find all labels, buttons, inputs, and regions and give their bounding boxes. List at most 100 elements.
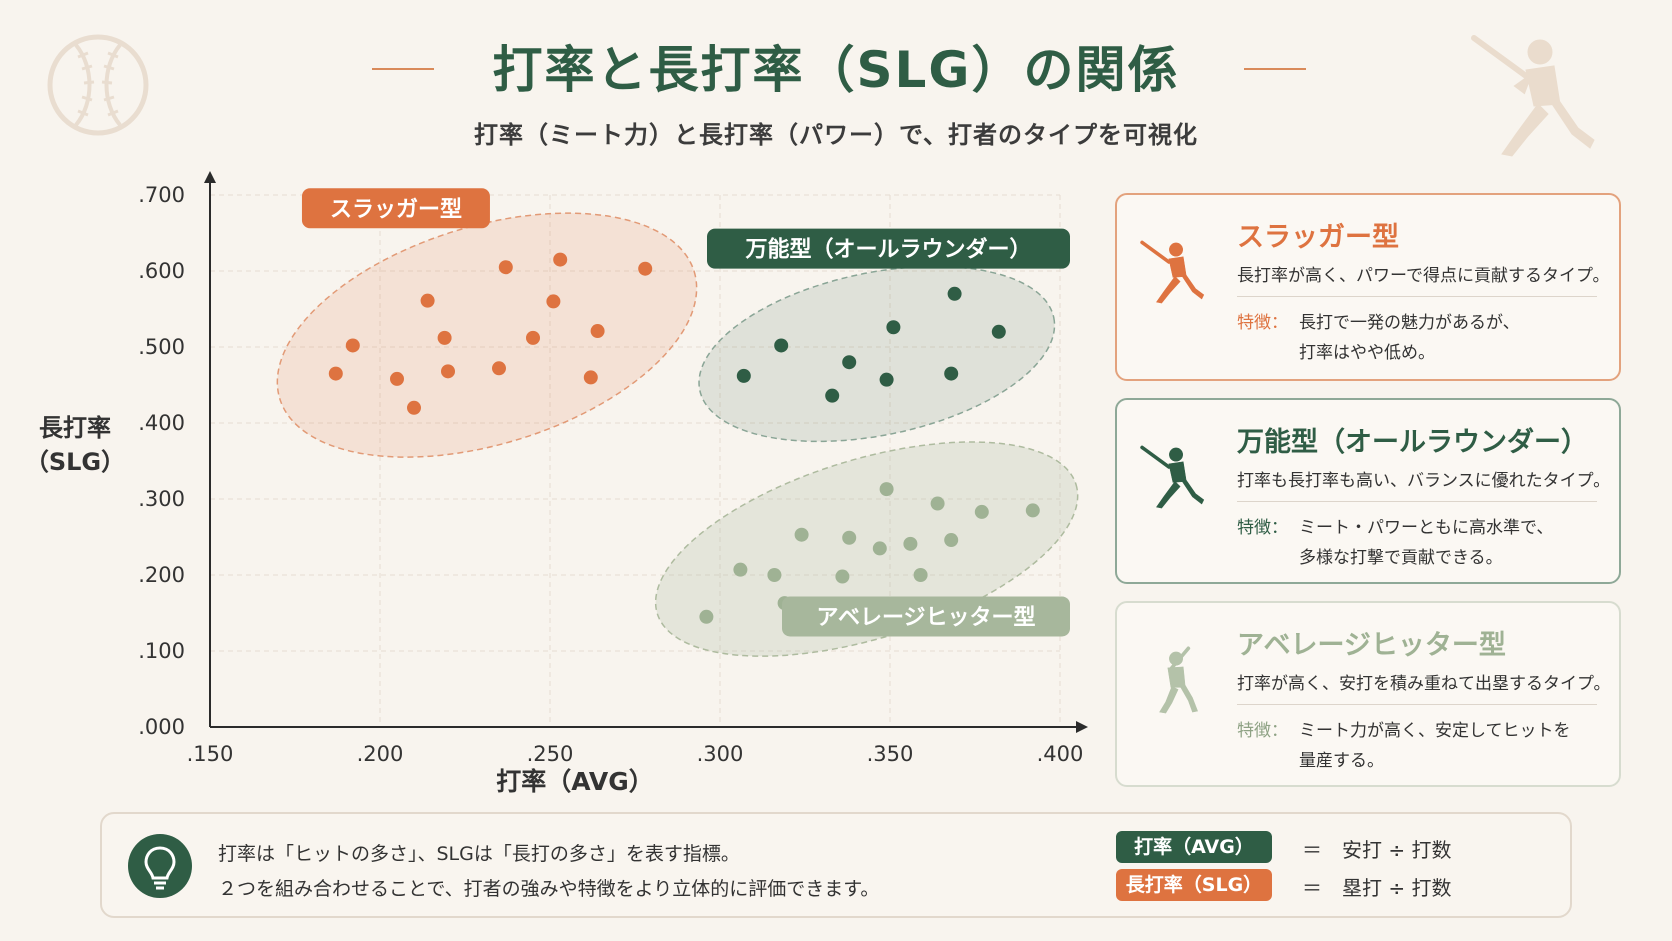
x-tick-label: .200 [357, 742, 404, 766]
x-tick-label: .250 [527, 742, 574, 766]
data-point [492, 361, 506, 376]
data-point [903, 536, 918, 551]
x-tick-label: .300 [697, 742, 744, 766]
data-point [794, 527, 809, 542]
card-feature-key: 特徴： [1237, 518, 1288, 538]
cluster-label: スラッガー型 [330, 197, 462, 222]
baseball-icon [47, 34, 149, 136]
page-title: 打率と長打率（SLG）の関係 [492, 41, 1180, 99]
data-point [1025, 503, 1040, 518]
card-title: スラッガー型 [1237, 222, 1399, 253]
slg-formula: ＝ 塁打 ÷ 打数 [1302, 876, 1452, 900]
data-point [583, 370, 598, 385]
lightbulb-icon [128, 834, 192, 898]
footer-note: 打率は「ヒットの多さ」、SLGは「長打の多さ」を表す指標。 ２つを組み合わせるこ… [100, 812, 1572, 918]
data-point [825, 388, 840, 403]
x-tick-label: .400 [1037, 742, 1084, 766]
y-tick-label: .000 [138, 715, 185, 739]
data-point [774, 338, 789, 353]
data-point [842, 530, 857, 545]
card-feature-line: 長打で一発の魅力があるが、 [1299, 313, 1520, 333]
footer-note-line: 打率は「ヒットの多さ」、SLGは「長打の多さ」を表す指標。 [218, 843, 740, 865]
cluster-ellipse [276, 212, 698, 458]
data-point [420, 293, 435, 308]
data-point [835, 569, 850, 584]
data-point [733, 562, 748, 577]
data-point [407, 400, 421, 415]
scatter-chart: .000 .100 .200 .300 .400 .500 .600 .700 .150 .200… [25, 171, 1088, 796]
data-point [930, 496, 945, 511]
y-axis-arrow-icon [204, 171, 216, 183]
data-point [879, 482, 894, 497]
y-tick-label: .100 [138, 639, 185, 663]
card-divider [1237, 501, 1597, 502]
card-description: 打率も長打率も高い、バランスに優れたタイプ。 [1237, 471, 1611, 491]
cluster-label: アベレージヒッター型 [816, 605, 1035, 630]
card-feature-line: 量産する。 [1299, 751, 1384, 771]
y-tick-label: .600 [138, 259, 185, 283]
slg-label-pill: 長打率（SLG） [1116, 869, 1272, 901]
data-point [699, 609, 714, 624]
title-rule-right [1244, 68, 1306, 70]
y-tick-label: .200 [138, 563, 185, 587]
data-point [441, 364, 455, 379]
card-feature-line: ミート・パワーともに高水準で、 [1299, 518, 1554, 538]
card-description: 打率が高く、安打を積み重ねて出塁するタイプ。 [1237, 674, 1611, 694]
data-point [345, 338, 360, 353]
data-point [498, 260, 513, 275]
cluster-ellipse [654, 441, 1079, 657]
card-feature-line: 多様な打撃で貢献できる。 [1299, 548, 1503, 568]
card-slugger: スラッガー型 長打率が高く、パワーで得点に貢献するタイプ。 特徴： 長打で一発の… [1115, 193, 1621, 381]
card-feature-key: 特徴： [1237, 721, 1288, 741]
card-description: 長打率が高く、パワーで得点に貢献するタイプ。 [1237, 266, 1610, 286]
footer-note-line: ２つを組み合わせることで、打者の強みや特徴をより立体的に評価できます。 [218, 878, 880, 900]
page-subtitle: 打率（ミート力）と長打率（パワー）で、打者のタイプを可視化 [473, 121, 1199, 149]
y-axis-label: 長打率（SLG） [25, 414, 125, 476]
y-tick-label: .300 [138, 487, 185, 511]
data-point [872, 541, 887, 556]
data-point [913, 568, 928, 582]
avg-label-pill: 打率（AVG） [1116, 831, 1272, 863]
batter-silhouette-icon [1140, 445, 1205, 509]
card-divider [1237, 296, 1597, 297]
data-point [328, 366, 343, 381]
card-title: アベレージヒッター型 [1237, 630, 1506, 661]
cluster-label-pill [301, 188, 490, 229]
batter-silhouette-icon [1140, 240, 1205, 304]
data-point [944, 366, 959, 381]
card-feature-line: 打率はやや低め。 [1299, 343, 1435, 363]
data-point [437, 330, 452, 345]
batter-silhouette-icon [1159, 646, 1198, 714]
y-tick-label: .700 [138, 183, 185, 207]
cluster-ellipse [698, 265, 1056, 443]
cluster-label: 万能型（オールラウンダー） [744, 237, 1031, 263]
data-point [546, 294, 561, 309]
data-point [991, 324, 1006, 339]
data-point [390, 371, 404, 386]
title-rule-left [372, 68, 434, 70]
data-point [767, 568, 782, 582]
data-point [590, 324, 605, 339]
x-tick-label: .350 [867, 742, 914, 766]
avg-formula: ＝ 安打 ÷ 打数 [1302, 838, 1452, 862]
card-feature-key: 特徴： [1237, 313, 1288, 333]
batter-silhouette-icon [1471, 35, 1595, 157]
data-point [736, 368, 751, 383]
data-point [947, 286, 962, 301]
card-feature-line: ミート力が高く、安定してヒットを [1299, 721, 1571, 741]
data-point [553, 252, 568, 267]
data-point [842, 355, 857, 370]
data-point [944, 533, 959, 548]
card-average-hitter: アベレージヒッター型 打率が高く、安打を積み重ねて出塁するタイプ。 特徴： ミー… [1115, 601, 1621, 787]
data-point [886, 320, 901, 335]
cluster-label-pill [782, 596, 1070, 637]
data-point [526, 330, 540, 345]
x-tick-label: .150 [187, 742, 234, 766]
card-all-rounder: 万能型（オールラウンダー） 打率も長打率も高い、バランスに優れたタイプ。 特徴：… [1115, 398, 1621, 584]
x-axis-label: 打率（AVG） [496, 767, 654, 796]
data-point [879, 372, 894, 387]
y-tick-label: .500 [138, 335, 185, 359]
card-divider [1237, 704, 1597, 705]
cluster-label-pill [707, 228, 1070, 269]
y-tick-label: .400 [138, 411, 185, 435]
